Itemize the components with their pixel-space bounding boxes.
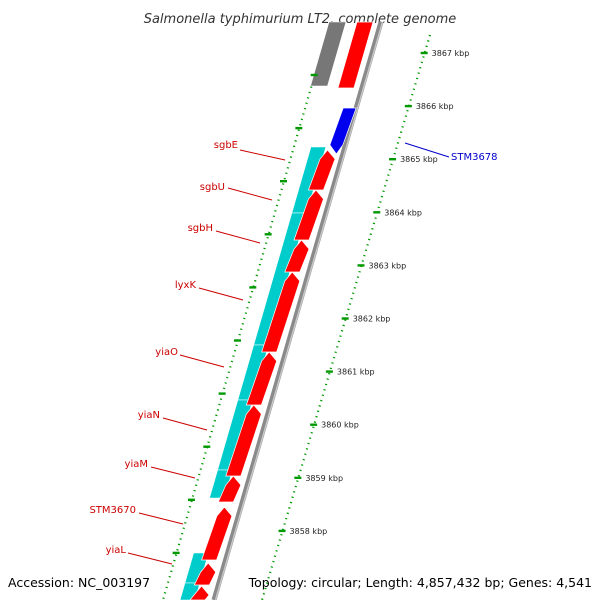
gene-arrow-top[interactable] [337, 21, 374, 89]
tick-label: 3867 kbp [432, 49, 470, 58]
tick-label: 3862 kbp [353, 315, 391, 324]
tick-label: 3866 kbp [416, 102, 454, 111]
gene-arrow-forward[interactable] [201, 506, 233, 561]
tick-label: 3858 kbp [290, 527, 328, 536]
gene-label[interactable]: yiaN [138, 410, 160, 421]
label-leaders: STM3678 sgbE sgbU sgbH lyxK yiaO yiaN yiaM STM36… [89, 140, 498, 565]
gene-label[interactable]: sgbU [200, 182, 225, 193]
tick-label: 3859 kbp [305, 474, 343, 483]
leader-line [179, 354, 225, 368]
gene-label[interactable]: yiaO [155, 347, 178, 358]
leader-line [127, 552, 173, 565]
gene-label[interactable]: sgbE [214, 140, 238, 151]
topology-text: Topology: circular; Length: 4,857,432 bp… [248, 575, 592, 590]
gene-arrow-reverse[interactable] [329, 107, 357, 155]
gene-label[interactable]: STM3678 [451, 152, 498, 163]
gene-arrow-forward[interactable] [193, 562, 217, 586]
leader-line [239, 149, 286, 161]
leader-line [150, 466, 196, 479]
tick-label: 3865 kbp [400, 155, 438, 164]
tick-label: 3860 kbp [321, 421, 359, 430]
gene-label[interactable]: yiaM [125, 459, 148, 470]
gene-arrow-forward[interactable] [189, 585, 210, 600]
outer-tick-row [161, 21, 332, 600]
gene-arrow-forward[interactable] [217, 475, 242, 503]
gene-label[interactable]: sgbH [188, 223, 213, 234]
gene-label[interactable]: yiaL [106, 545, 127, 556]
map-title: Salmonella typhimurium LT2, complete gen… [144, 12, 457, 27]
tick-label: 3861 kbp [337, 368, 375, 377]
leader-line [215, 230, 261, 244]
leader-line [138, 512, 184, 525]
feature-blocks [179, 21, 347, 600]
grey-feature-block [310, 21, 347, 87]
backbone [211, 21, 384, 600]
tick-label: 3863 kbp [368, 261, 406, 270]
tick-label: 3864 kbp [384, 208, 422, 217]
leader-line [198, 287, 244, 301]
leader-line [162, 417, 208, 431]
accession-text: Accession: NC_003197 [8, 575, 150, 590]
backbone-highlight [214, 21, 384, 600]
gene-label[interactable]: STM3670 [89, 505, 136, 516]
gene-features[interactable] [189, 21, 374, 600]
leader-line [227, 187, 273, 201]
gene-label[interactable]: lyxK [175, 280, 197, 291]
leader-line [404, 142, 450, 158]
scale-ticks: 3867 kbp 3866 kbp 3865 kbp 3864 kbp 3863 kbp… [172, 49, 470, 555]
